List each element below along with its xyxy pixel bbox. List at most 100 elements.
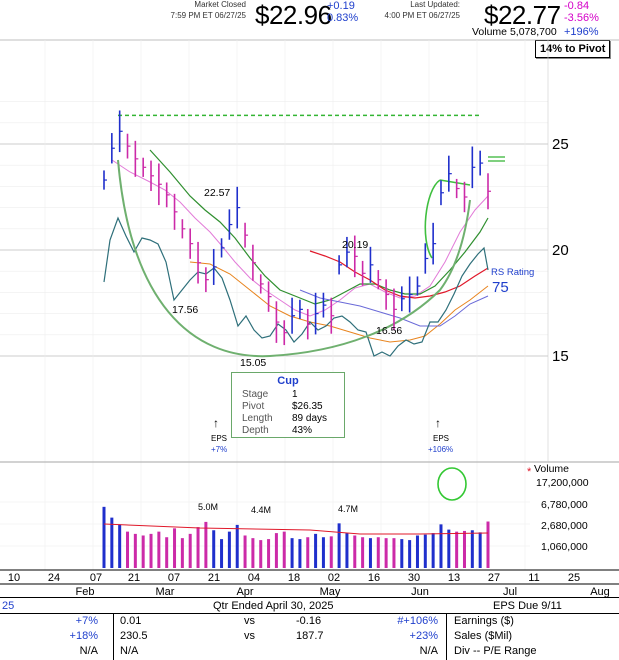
- volume-bar-label-5m: 5.0M: [198, 502, 219, 512]
- fund-r2-vs: vs: [244, 630, 255, 642]
- volume-bar: [345, 533, 349, 568]
- volume-label-2680000: 2,680,000: [541, 520, 588, 532]
- volume-bar: [133, 533, 137, 568]
- eps-marker-2-change: +106%: [428, 445, 454, 454]
- volume-bar: [188, 533, 192, 568]
- volume-bar: [321, 537, 325, 568]
- volume-bar: [368, 538, 372, 568]
- volume-bar: [180, 538, 184, 568]
- cup-pattern-outline: [117, 159, 471, 358]
- date-tick-label: 24: [48, 572, 60, 584]
- price-label-20: 20: [552, 242, 569, 259]
- volume-bar: [267, 539, 271, 568]
- volume-bar: [486, 521, 490, 568]
- month-label: May: [320, 586, 341, 598]
- volume-bar: [455, 531, 459, 568]
- fund-r3-c2: N/A: [120, 645, 139, 657]
- volume-bar: [376, 537, 380, 568]
- date-tick-label: 21: [208, 572, 220, 584]
- date-tick-label: 11: [528, 572, 539, 584]
- month-label: Feb: [76, 586, 95, 598]
- cup-stage-value: 1: [292, 389, 298, 400]
- date-tick-label: 02: [328, 572, 340, 584]
- price-chart: 10 24 07 21 07 21 04 18 02 16 30 13 27 11 25 Feb Mar Apr M…: [0, 39, 619, 598]
- fund-r2-label: Sales ($Mil): [454, 630, 513, 642]
- cup-length-value: 89 days: [292, 413, 328, 424]
- volume-value: 5,078,700: [509, 26, 557, 38]
- volume-bar: [141, 535, 145, 568]
- volume-bar: [439, 524, 443, 568]
- volume-change: +196%: [564, 26, 599, 38]
- volume-bar: [126, 531, 130, 568]
- volume-bar: [470, 530, 474, 568]
- volume-bar-label-4-4m: 4.4M: [251, 505, 272, 515]
- volume-label-17200000: 17,200,000: [536, 477, 589, 489]
- volume-label: Volume: [472, 26, 508, 38]
- volume-bars: [102, 467, 490, 568]
- volume-bar: [204, 521, 208, 568]
- fund-r1-c2: 0.01: [120, 615, 142, 627]
- moving-averages: [103, 149, 489, 357]
- updated-label: Last Updated:: [410, 0, 460, 9]
- volume-bar: [243, 535, 247, 568]
- annotation-low-16-56: 16.56: [376, 325, 403, 337]
- ma-200-line: [309, 250, 489, 299]
- handle-marker: [424, 179, 471, 259]
- date-tick-label: 07: [90, 572, 102, 584]
- volume-bar: [298, 539, 302, 568]
- date-tick-label: 13: [448, 572, 460, 584]
- ma-orange-line: [189, 261, 489, 343]
- cup-info-box: Cup Stage 1 Pivot $26.35 Length 89 days …: [231, 372, 345, 438]
- price-label-15: 15: [552, 348, 569, 365]
- volume-bar: [220, 539, 224, 568]
- volume-average-line: [103, 523, 489, 535]
- market-status: Market Closed: [194, 0, 246, 9]
- updated-time: 4:00 PM ET 06/27/25: [384, 11, 460, 20]
- price-label-25: 25: [552, 136, 569, 153]
- fund-r2-c4: +23%: [409, 630, 438, 642]
- last-change-pct: -3.56%: [564, 12, 599, 24]
- month-label: Jun: [411, 586, 429, 598]
- volume-bar: [361, 537, 365, 568]
- ma-10-line: [111, 159, 489, 317]
- volume-bar-label-4-7m: 4.7M: [338, 504, 359, 514]
- volume-bar: [329, 536, 333, 568]
- volume-bar: [431, 533, 435, 568]
- eps-marker-1-change: +7%: [211, 445, 228, 454]
- eps-arrow-icon: ↑: [213, 416, 219, 430]
- volume-bar: [227, 531, 231, 568]
- cup-pivot-label: Pivot: [242, 401, 265, 412]
- price-bars: [103, 110, 491, 346]
- ma-blue-line: [299, 289, 489, 327]
- date-tick-label: 10: [8, 572, 20, 584]
- fund-r3-c4: N/A: [419, 645, 438, 657]
- ma-50-line: [149, 149, 489, 305]
- annotation-low-17-56: 17.56: [172, 304, 199, 316]
- month-label: Aug: [590, 586, 610, 598]
- last-change: -0.84: [564, 0, 590, 12]
- qtr-title: Qtr Ended April 30, 2025: [213, 600, 334, 612]
- pivot-badge: 14% to Pivot: [535, 40, 611, 58]
- rs-line: [103, 216, 489, 357]
- close-change-pct: 0.83%: [327, 12, 359, 24]
- volume-bar: [173, 528, 177, 568]
- last-price: $22.77: [484, 0, 561, 30]
- volume-bar: [251, 538, 255, 568]
- date-tick-label: 21: [128, 572, 140, 584]
- date-tick-label: 07: [168, 572, 180, 584]
- month-label: Jul: [503, 586, 517, 598]
- volume-bar: [149, 533, 153, 568]
- date-tick-label: 16: [368, 572, 380, 584]
- volume-star-icon: *: [527, 466, 532, 478]
- volume-bar: [447, 529, 451, 568]
- volume-bar: [118, 524, 122, 568]
- month-label: Mar: [156, 586, 175, 598]
- date-tick-label: 27: [488, 572, 500, 584]
- volume-bar: [235, 524, 239, 568]
- volume-bar: [259, 540, 263, 568]
- volume-bar: [384, 538, 388, 568]
- volume-bar: [408, 540, 412, 568]
- volume-bar: [353, 535, 357, 568]
- volume-bar: [110, 517, 114, 568]
- fund-r2-c1: +18%: [69, 630, 98, 642]
